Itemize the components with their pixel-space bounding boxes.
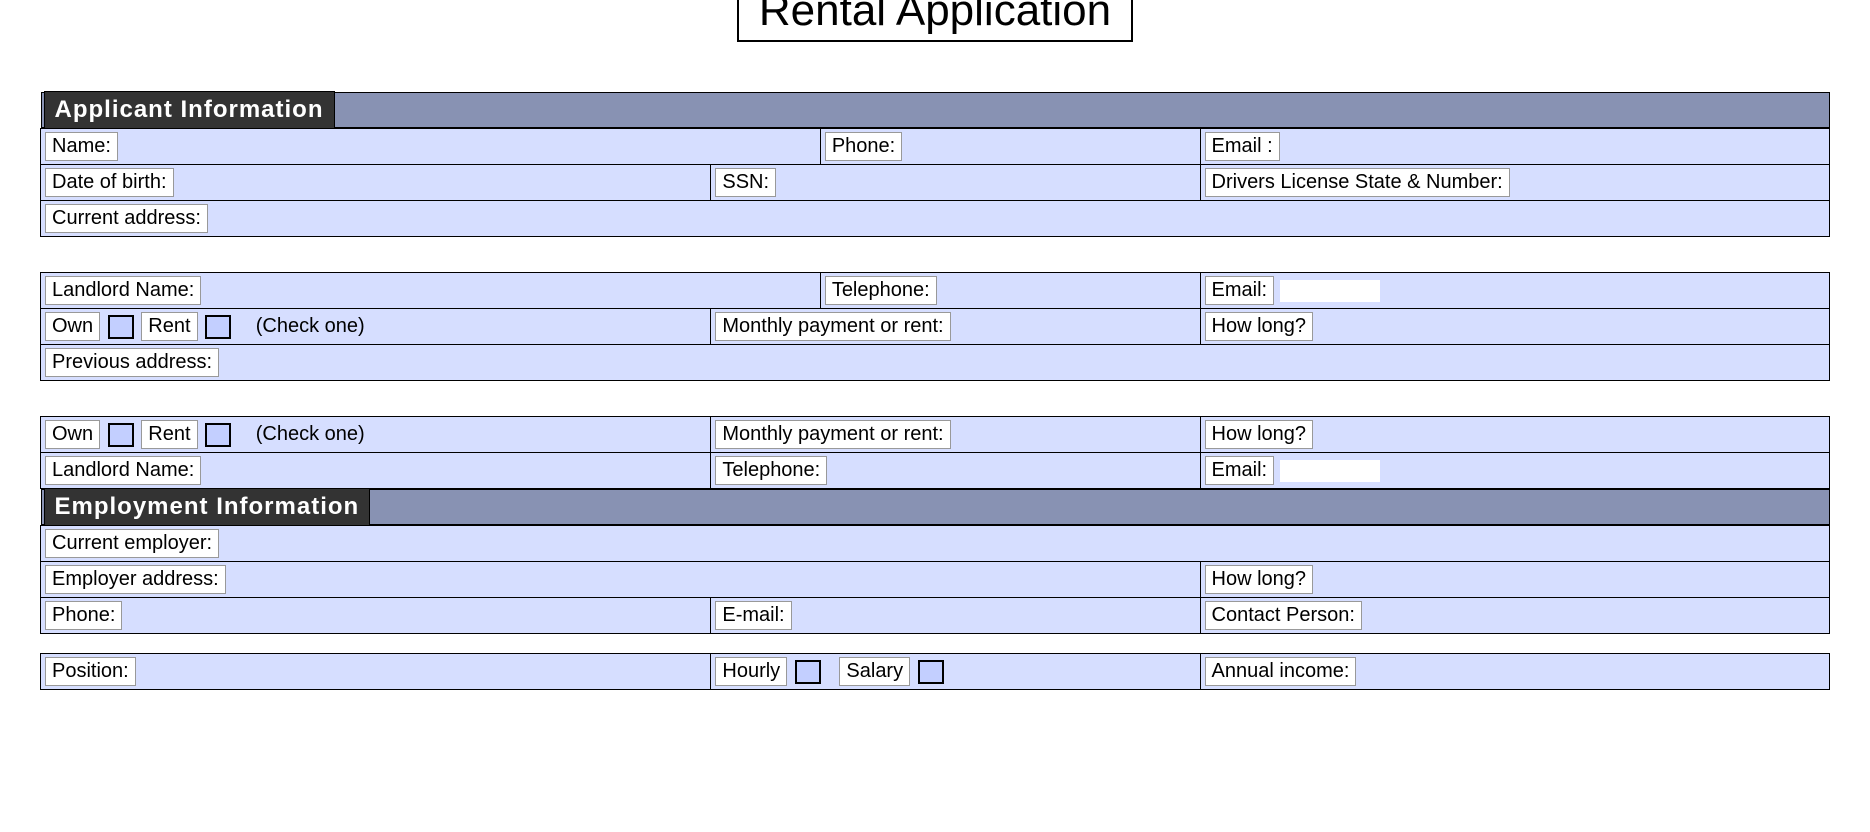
label-hourly: Hourly <box>715 657 787 686</box>
section-employment-title: Employment Information <box>44 488 371 526</box>
label-own-2: Own <box>45 420 100 449</box>
label-annual-income: Annual income: <box>1205 657 1357 686</box>
label-check-one-1: (Check one) <box>250 313 371 340</box>
label-current-employer: Current employer: <box>45 529 219 558</box>
label-previous-address: Previous address: <box>45 348 219 377</box>
section-applicant: Applicant Information <box>41 92 1830 128</box>
label-monthly-2: Monthly payment or rent: <box>715 420 950 449</box>
page-title: Rental Application <box>737 0 1133 42</box>
input-res-email-2[interactable] <box>1280 460 1380 482</box>
label-check-one-2: (Check one) <box>250 421 371 448</box>
label-ssn: SSN: <box>715 168 776 197</box>
label-telephone: Telephone: <box>825 276 937 305</box>
section-applicant-title: Applicant Information <box>44 91 335 129</box>
label-dob: Date of birth: <box>45 168 174 197</box>
checkbox-own-2[interactable] <box>108 423 134 447</box>
label-rent: Rent <box>141 312 197 341</box>
label-emp-howlong: How long? <box>1205 565 1314 594</box>
label-landlord-name-2: Landlord Name: <box>45 456 201 485</box>
label-contact-person: Contact Person: <box>1205 601 1362 630</box>
label-monthly-1: Monthly payment or rent: <box>715 312 950 341</box>
label-emp-phone: Phone: <box>45 601 122 630</box>
label-phone: Phone: <box>825 132 902 161</box>
checkbox-salary[interactable] <box>918 660 944 684</box>
label-emp-email: E-mail: <box>715 601 791 630</box>
label-res-email: Email: <box>1205 276 1275 305</box>
checkbox-hourly[interactable] <box>795 660 821 684</box>
checkbox-rent-1[interactable] <box>205 315 231 339</box>
checkbox-own-1[interactable] <box>108 315 134 339</box>
label-email: Email : <box>1205 132 1280 161</box>
label-current-address: Current address: <box>45 204 208 233</box>
label-howlong-2: How long? <box>1205 420 1314 449</box>
label-name: Name: <box>45 132 118 161</box>
checkbox-rent-2[interactable] <box>205 423 231 447</box>
label-howlong-1: How long? <box>1205 312 1314 341</box>
input-res-email[interactable] <box>1280 280 1380 302</box>
label-telephone-2: Telephone: <box>715 456 827 485</box>
label-res-email-2: Email: <box>1205 456 1275 485</box>
label-landlord-name: Landlord Name: <box>45 276 201 305</box>
label-rent-2: Rent <box>141 420 197 449</box>
label-position: Position: <box>45 657 136 686</box>
label-employer-address: Employer address: <box>45 565 226 594</box>
section-employment: Employment Information <box>41 489 1830 525</box>
label-dl: Drivers License State & Number: <box>1205 168 1510 197</box>
label-salary: Salary <box>839 657 910 686</box>
label-own: Own <box>45 312 100 341</box>
